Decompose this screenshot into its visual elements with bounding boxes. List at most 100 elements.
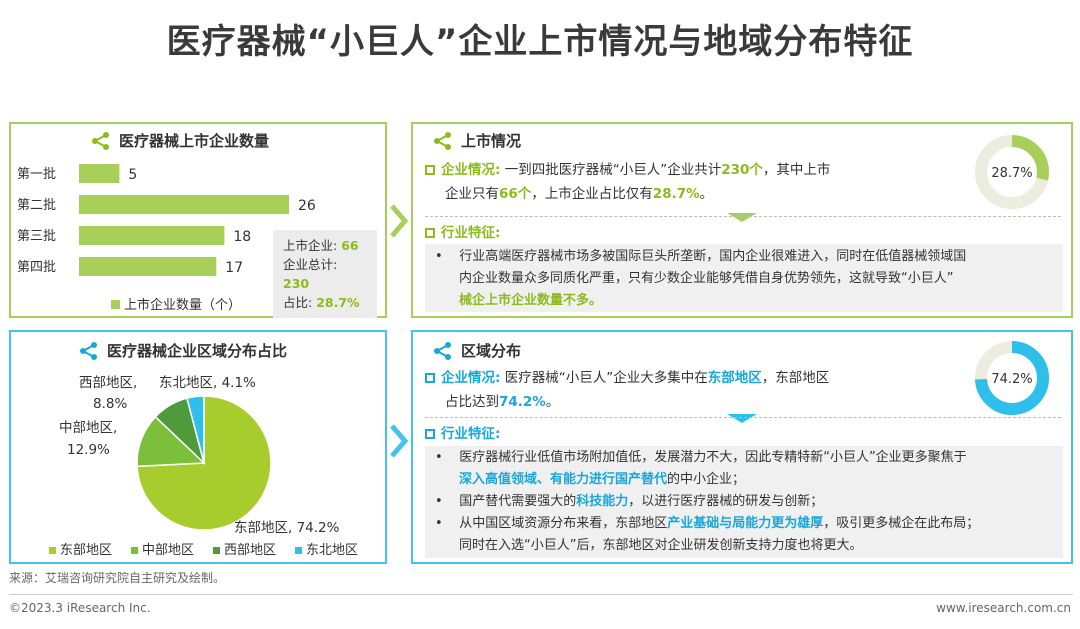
feature-line: 医疗器械行业低值市场附加值低，发展潜力不大，因此专精特新“小巨人”企业更多聚焦于 <box>459 450 967 465</box>
region-highlight: 74.2% <box>499 394 546 410</box>
region-dist-panel: 区域分布 74.2% 企业情况: 医疗器械“小巨人”企业大多集中在东部地区，东部… <box>411 330 1073 564</box>
region-text: 医疗器械“小巨人”企业大多集中在 <box>504 370 708 386</box>
feature-line: 行业高端医疗器械市场多被国际巨头所垄断，国内企业很难进入，同时在低值器械领域国 <box>459 249 967 264</box>
feature-highlight: 深入高值领域、有能力进行国产替代 <box>459 472 668 487</box>
ratio-value: 28.7% <box>316 295 360 310</box>
pie-legend-swatch <box>213 547 220 554</box>
region-text: ，东部地区 <box>761 370 830 386</box>
pie-legend-label: 中部地区 <box>142 543 194 558</box>
feature-line: ，吸引更多械企在此布局； <box>823 516 980 531</box>
listed-count-panel: 医疗器械上市企业数量 第一批 5 第二批 26 第三批 18 第四批 17 上市企业: 66 … <box>9 122 387 318</box>
listing-feature: 行业特征: <box>425 221 1065 245</box>
region-chart-title-text: 医疗器械企业区域分布占比 <box>107 342 288 360</box>
footer-divider <box>9 594 1073 595</box>
listing-status-panel: 上市情况 28.7% 企业情况: 一到四批医疗器械“小巨人”企业共计230个，其… <box>411 122 1073 318</box>
listed-value: 66 <box>341 238 359 253</box>
bar <box>79 257 217 276</box>
pie-legend-label: 东北地区 <box>306 543 358 558</box>
region-feature: 行业特征: <box>425 422 1065 446</box>
pie-chart: 东部地区, 74.2% 中部地区, 12.9% 西部地区, 8.8% 东北地区, 4.1%… <box>49 375 358 558</box>
region-situation: 企业情况: 医疗器械“小巨人”企业大多集中在东部地区，东部地区 占比达到74.2… <box>425 366 965 414</box>
legend-swatch <box>111 300 120 309</box>
total-value: 230 <box>283 276 310 291</box>
square-bullet-icon <box>425 429 435 439</box>
region-chart-panel: 医疗器械企业区域分布占比 东部地区, 74.2% 中部地区, 12.9% 西部地区, 8… <box>9 330 387 564</box>
feature-line: 内企业数量众多同质化严重，只有少数企业能够凭借自身优势领先，这就导致“小巨人” <box>459 271 954 286</box>
listed-summary-box: 上市企业: 66 企业总计: 230 占比: 28.7% <box>273 230 377 318</box>
region-feature-heading: 行业特征: <box>441 426 501 442</box>
share-icon <box>434 131 451 150</box>
region-donut: 74.2% <box>975 341 1049 415</box>
pie-label: 西部地区, <box>79 375 137 391</box>
square-bullet-icon <box>425 373 435 383</box>
pie-slice <box>136 395 272 531</box>
region-donut-label: 74.2% <box>991 372 1032 387</box>
listing-highlight: 230个 <box>721 162 763 178</box>
listing-situation: 企业情况: 一到四批医疗器械“小巨人”企业共计230个，其中上市 企业只有66个… <box>425 158 965 206</box>
region-chart-title: 医疗器械企业区域分布占比 <box>79 340 287 361</box>
listing-text: 。 <box>699 186 714 202</box>
square-bullet-icon <box>425 228 435 238</box>
feature-highlight: 科技能力 <box>576 494 629 509</box>
bar-chart: 第一批 5 第二批 26 第三批 18 第四批 17 <box>17 164 316 276</box>
bar-category-label: 第四批 <box>17 260 56 275</box>
listing-feature-box <box>425 244 1063 312</box>
listed-count-title-text: 医疗器械上市企业数量 <box>119 132 270 150</box>
bar-category-label: 第三批 <box>17 229 56 244</box>
total-label: 企业总计: <box>283 257 338 272</box>
site-url: www.iresearch.com.cn <box>936 601 1071 615</box>
region-text: 占比达到 <box>445 394 499 410</box>
pie-legend-swatch <box>131 547 138 554</box>
arrow-right-icon <box>390 424 409 458</box>
pie-legend-swatch <box>295 547 302 554</box>
bar-value-label: 5 <box>128 167 137 183</box>
region-text: 。 <box>545 394 560 410</box>
feature-line: 国产替代需要强大的 <box>459 494 577 509</box>
bar-legend: 上市企业数量（个） <box>111 294 241 313</box>
feature-line: 的中小企业； <box>667 472 746 487</box>
bar-legend-text: 上市企业数量（个） <box>124 298 242 313</box>
bar-value-label: 17 <box>225 260 243 276</box>
source-note: 来源：艾瑞咨询研究院自主研究及绘制。 <box>9 571 226 585</box>
feature-line: 从中国区域资源分布来看，东部地区 <box>459 516 668 531</box>
region-dist-title-text: 区域分布 <box>461 342 522 360</box>
divider-triangle <box>727 213 757 222</box>
feature-line: 械企上市企业数量不多。 <box>459 293 603 308</box>
region-highlight: 东部地区 <box>707 370 762 386</box>
feature-highlight: 产业基础与局能力更为雄厚 <box>667 516 824 531</box>
listed-label: 上市企业: <box>283 238 338 253</box>
pie-legend-swatch <box>49 547 56 554</box>
listing-highlight: 66个 <box>499 186 532 202</box>
listed-count-title: 医疗器械上市企业数量 <box>91 130 269 151</box>
region-feature-box <box>425 446 1063 558</box>
divider <box>425 417 1061 418</box>
listing-status-title-text: 上市情况 <box>461 132 522 150</box>
pie-legend-label: 西部地区 <box>224 543 276 558</box>
bar <box>79 164 120 183</box>
pie-label: 8.8% <box>93 396 127 412</box>
arrow-right-icon <box>390 204 409 238</box>
region-situation-heading: 企业情况: <box>441 370 501 386</box>
pie-legend-label: 东部地区 <box>60 543 112 558</box>
bar-category-label: 第二批 <box>17 198 56 213</box>
listing-text: ，上市企业占比仅有 <box>531 186 653 202</box>
listing-feature-heading: 行业特征: <box>441 225 501 241</box>
bar-category-label: 第一批 <box>17 167 56 182</box>
feature-line: ，以进行医疗器械的研发与创新； <box>628 494 824 509</box>
listing-donut: 28.7% <box>975 135 1049 209</box>
divider-triangle <box>727 414 757 423</box>
pie-label: 东北地区, 4.1% <box>159 375 256 391</box>
listing-highlight: 28.7% <box>652 186 700 202</box>
region-dist-title: 区域分布 <box>433 340 521 361</box>
bar-value-label: 26 <box>298 198 316 214</box>
bar-value-label: 18 <box>233 229 251 245</box>
divider <box>425 216 1061 217</box>
listing-text: 一到四批医疗器械“小巨人”企业共计 <box>504 162 722 178</box>
bar <box>79 226 225 245</box>
listing-donut-label: 28.7% <box>991 166 1032 181</box>
listing-situation-heading: 企业情况: <box>441 162 501 178</box>
pie-label: 中部地区, <box>59 420 117 436</box>
share-icon <box>434 341 451 360</box>
listing-status-title: 上市情况 <box>433 130 521 151</box>
share-icon <box>92 131 109 150</box>
